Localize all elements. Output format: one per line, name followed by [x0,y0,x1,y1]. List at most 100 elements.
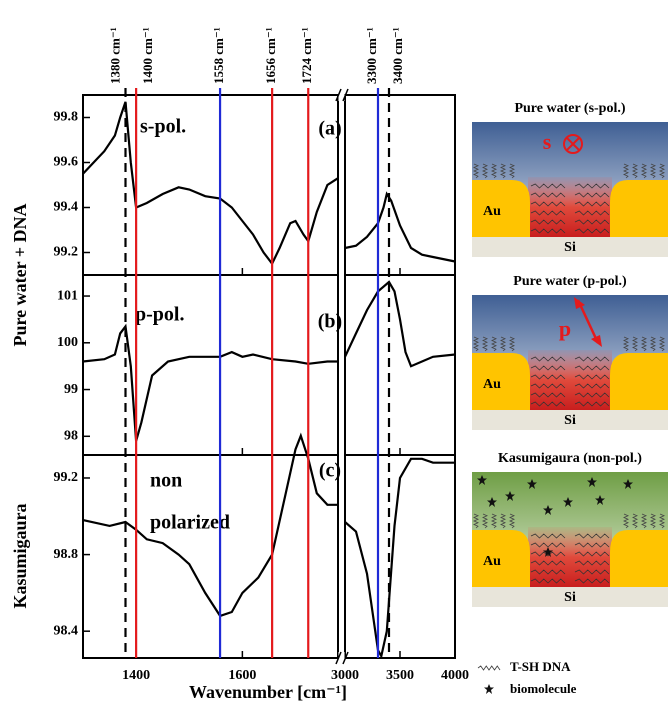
plot-frame [82,274,339,456]
dna-strand [650,513,656,529]
schematic-title: Pure water (s-pol.) [514,101,625,116]
dna-strand [574,392,610,398]
reference-label: 1380 cm⁻¹ [107,27,122,84]
dna-strand [574,578,610,584]
reference-label: 3300 cm⁻¹ [364,27,379,84]
dna-strand [530,374,566,380]
biomolecule [563,497,573,507]
dna-strand [574,542,610,548]
x-tick-label: 3000 [331,668,359,683]
base-label: Si [564,240,576,255]
dna-strand [574,228,610,234]
biomolecule [527,479,537,489]
y-tick-label: 99.2 [54,470,79,485]
dna-strand [491,513,497,529]
y-tick-label: 100 [57,335,78,350]
y-tick-label: 98 [64,429,78,444]
gold-block [472,530,530,587]
dna-strand [574,192,610,198]
y-tick-label: 99 [64,382,78,397]
field-arrow-head [574,297,602,347]
dna-strand [574,201,610,207]
dna-strand [641,336,647,352]
reference-label: 1558 cm⁻¹ [211,27,226,84]
dna-strand [509,513,515,529]
dna-strand [473,336,479,352]
polarization-label: polarized [150,512,230,534]
x-tick-label: 1600 [228,668,256,683]
dna-strand [491,163,497,179]
schematic-title: Pure water (p-pol.) [513,274,627,289]
x-tick-label: 3500 [386,668,414,683]
nanochannel [528,350,612,410]
spectrum-line [82,432,338,618]
axis-break-gap [338,89,345,101]
dna-strand [509,163,515,179]
legend-label: biomolecule [510,681,577,696]
legend-dna [477,665,501,671]
biomolecule [595,495,605,505]
dna-strand [530,383,566,389]
spectrum-line [82,323,338,442]
x-axis-label: Wavenumber [cm⁻¹] [189,682,347,702]
gold-block [472,353,530,410]
axis-break [342,651,349,665]
dna-strand [574,356,610,362]
dna-strand [500,163,506,179]
dna-strand [530,219,566,225]
biomolecule [543,547,553,557]
dna-strand [574,374,610,380]
gold-block [472,180,530,237]
dna-strand [574,401,610,407]
y-tick-label: 98.4 [54,623,79,638]
dna-strand [623,163,629,179]
axis-break [342,88,349,102]
dna-strand [530,392,566,398]
substrate-label: Au [483,554,501,569]
dna-strand [530,201,566,207]
substrate-label: Au [483,377,501,392]
dna-strand [623,336,629,352]
plot-frame [344,94,456,276]
dna-strand [641,513,647,529]
dna-strand [473,513,479,529]
dna-strand [574,219,610,225]
field-into-page [566,137,580,151]
dna-strand [574,210,610,216]
spectrum-line [344,457,455,660]
spectrum-line [344,280,456,368]
y-axis-label: Kasumigaura [10,503,30,608]
axis-break [335,651,342,665]
dna-strand [482,163,488,179]
dna-strand [530,578,566,584]
dna-strand [500,513,506,529]
x-tick-label: 4000 [441,668,469,683]
y-axis-label: Pure water + DNA [10,203,30,346]
reference-label: 1724 cm⁻¹ [299,27,314,84]
dna-strand [574,533,610,539]
plot-frame [82,94,339,276]
dna-strand [482,336,488,352]
panel-label: (c) [319,460,341,482]
dna-strand [491,336,497,352]
dna-strand [500,336,506,352]
dna-strand [530,401,566,407]
dna-strand [574,551,610,557]
dna-strand [632,336,638,352]
base-label: Si [564,413,576,428]
silicon [472,410,668,430]
panel-label: (b) [318,311,342,333]
y-tick-label: 98.8 [54,547,79,562]
dna-strand [659,336,665,352]
field-into-page [563,134,583,154]
dna-strand [530,551,566,557]
dna-strand [473,163,479,179]
dna-strand [574,569,610,575]
biomolecule [587,477,597,487]
dna-strand [659,513,665,529]
biomolecule [623,479,633,489]
dna-strand [650,163,656,179]
axis-break-gap [338,652,345,664]
dna-strand [530,365,566,371]
